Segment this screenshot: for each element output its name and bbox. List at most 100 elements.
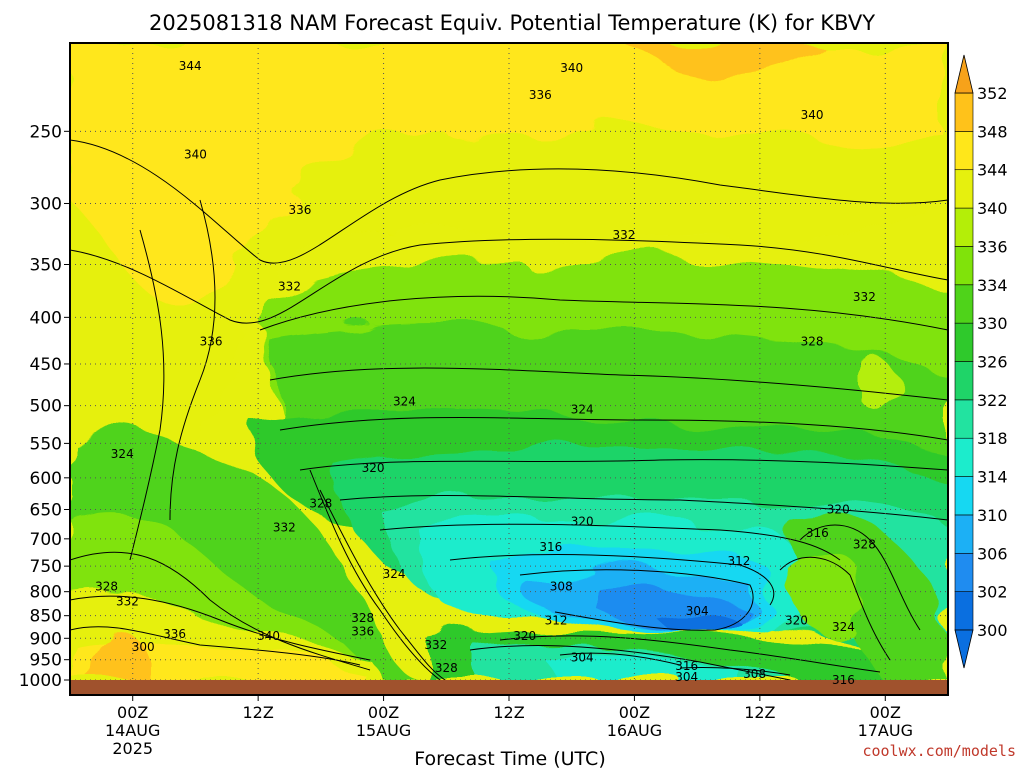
contour-line — [70, 626, 361, 666]
contour-line — [449, 554, 775, 606]
contour-line — [70, 595, 371, 661]
credit-text: coolwx.com/models — [862, 742, 1016, 760]
contour-label: 312 — [727, 554, 750, 568]
y-tick-label: 750 — [30, 557, 62, 577]
y-tick-label: 350 — [30, 255, 62, 275]
colorbar-label: 340 — [977, 199, 1008, 218]
contour-line — [129, 229, 165, 561]
contour-line — [279, 417, 948, 441]
colorbar-segment — [954, 169, 974, 209]
contour-label: 332 — [424, 638, 447, 652]
contour-label: 328 — [309, 496, 332, 510]
colorbar-segment — [954, 92, 974, 132]
contour-label: 336 — [163, 627, 186, 641]
x-tick-date: 17AUG — [858, 721, 913, 740]
y-tick-label: 250 — [30, 122, 62, 142]
colorbar-segment — [954, 361, 974, 401]
x-tick-label: 00Z — [619, 703, 650, 722]
x-tick-date: 14AUG — [105, 721, 160, 740]
contour-label: 328 — [435, 661, 458, 675]
contour-label: 316 — [539, 540, 562, 554]
colorbar-segment — [954, 322, 974, 362]
colorbar-label: 326 — [977, 353, 1008, 372]
y-tick-label: 950 — [30, 651, 62, 671]
contour-label: 328 — [801, 334, 824, 348]
ground-surface — [70, 680, 948, 695]
contour-label: 332 — [116, 594, 139, 608]
contour-label: 324 — [393, 395, 416, 409]
contour-label: 320 — [785, 613, 808, 627]
colorbar-label: 334 — [977, 276, 1008, 295]
colorbar-label: 336 — [977, 237, 1008, 256]
colorbar-segment — [954, 207, 974, 247]
field-region — [650, 609, 740, 633]
contour-label: 332 — [278, 279, 301, 293]
contour-line — [679, 666, 791, 676]
contour-line — [269, 367, 948, 401]
colorbar-segment — [954, 476, 974, 516]
colorbar-segment — [954, 514, 974, 554]
contour-line — [519, 569, 754, 631]
contour-line — [299, 459, 948, 471]
contour-label: 340 — [801, 108, 824, 122]
field-region — [90, 629, 150, 680]
contour-line — [309, 469, 441, 681]
colorbar-label: 310 — [977, 506, 1008, 525]
contour-label: 320 — [827, 503, 850, 517]
contour-label: 316 — [832, 673, 855, 687]
x-axis-label: Forecast Time (UTC) — [414, 748, 605, 768]
contour-label: 308 — [743, 667, 766, 681]
contour-line — [779, 556, 891, 661]
colorbar-bottom-arrow — [954, 629, 974, 669]
x-tick-label: 12Z — [242, 703, 273, 722]
contour-line — [319, 489, 446, 681]
contour-label: 340 — [257, 629, 280, 643]
field-region — [780, 546, 864, 640]
colorbar-label: 318 — [977, 429, 1008, 448]
y-tick-label: 650 — [30, 501, 62, 521]
field-region — [620, 43, 820, 75]
contour-label: 300 — [132, 640, 155, 654]
contour-label: 332 — [853, 290, 876, 304]
colorbar-label: 300 — [977, 621, 1008, 640]
contour-line — [559, 652, 681, 666]
contour-label: 340 — [560, 61, 583, 75]
colorbar-segment — [954, 246, 974, 286]
colorbar-label: 352 — [977, 84, 1008, 103]
x-tick-year: 2025 — [112, 739, 153, 758]
contour-label: 320 — [571, 514, 594, 528]
y-tick-label: 550 — [30, 434, 62, 454]
colorbar-label: 322 — [977, 391, 1008, 410]
x-tick-label: 00Z — [368, 703, 399, 722]
colorbar-segment — [954, 552, 974, 592]
contour-label: 316 — [806, 526, 829, 540]
y-tick-label: 700 — [30, 530, 62, 550]
x-tick-label: 00Z — [117, 703, 148, 722]
colorbar-label: 344 — [977, 161, 1008, 180]
colorbar-segment — [954, 131, 974, 171]
y-tick-label: 900 — [30, 629, 62, 649]
contour-label: 320 — [513, 629, 536, 643]
contour-line — [259, 295, 948, 331]
contour-label: 336 — [351, 625, 374, 639]
contour-label: 324 — [111, 447, 134, 461]
colorbar-label: 302 — [977, 583, 1008, 602]
contour-label: 328 — [95, 580, 118, 594]
colorbar-label: 306 — [977, 544, 1008, 563]
contour-line — [339, 495, 948, 521]
x-tick-date: 16AUG — [607, 721, 662, 740]
contour-label: 344 — [179, 59, 202, 73]
colorbar-top-arrow — [954, 54, 974, 94]
y-tick-label: 1000 — [19, 671, 62, 691]
x-tick-date: 15AUG — [356, 721, 411, 740]
contour-line — [169, 199, 216, 521]
contour-label: 336 — [288, 203, 311, 217]
y-tick-label: 850 — [30, 607, 62, 627]
contour-line — [379, 523, 841, 561]
contour-line — [469, 645, 791, 681]
plot-area — [70, 43, 948, 695]
contour-label: 328 — [853, 537, 876, 551]
contour-label: 304 — [686, 604, 709, 618]
field-region — [860, 357, 900, 409]
